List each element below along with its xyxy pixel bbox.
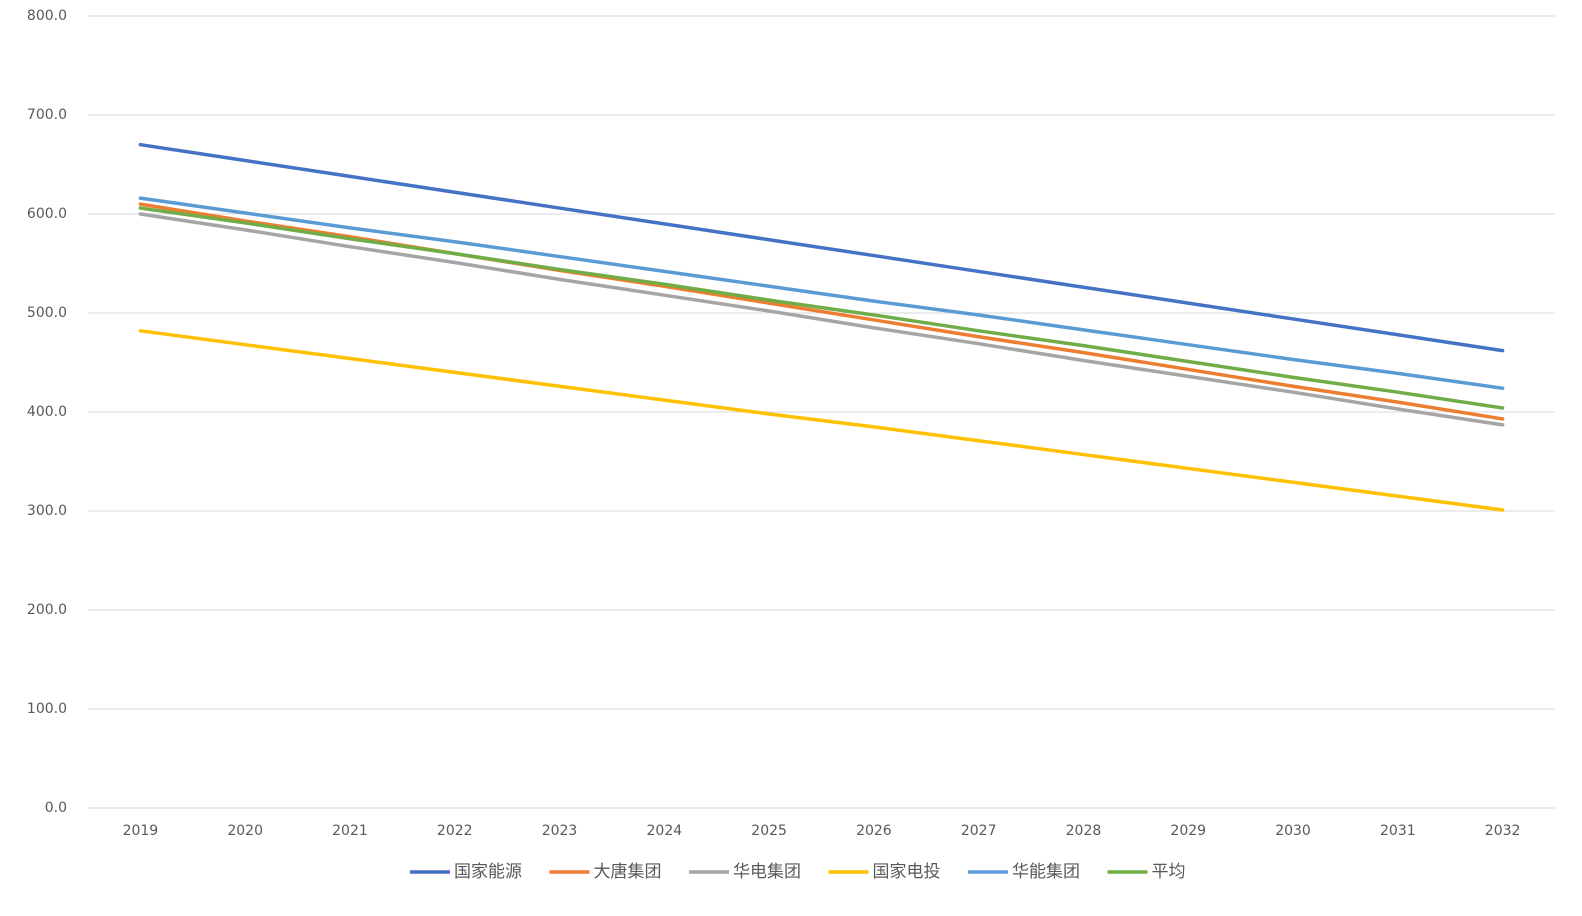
y-tick-label: 600.0 [27,206,67,222]
y-tick-label: 200.0 [27,602,67,618]
x-tick-label: 2023 [542,823,578,839]
series-line [138,212,1505,427]
series-line [138,329,1505,512]
x-tick-label: 2026 [856,823,892,839]
legend-label: 平均 [1152,862,1186,882]
y-tick-label: 700.0 [27,107,67,123]
y-tick-label: 500.0 [27,305,67,321]
y-tick-label: 800.0 [27,8,67,24]
x-tick-label: 2031 [1380,823,1416,839]
x-tick-label: 2030 [1275,823,1311,839]
x-tick-label: 2027 [961,823,997,839]
x-tick-label: 2029 [1170,823,1206,839]
series-line [138,206,1505,410]
x-tick-label: 2021 [332,823,368,839]
y-tick-label: 400.0 [27,404,67,420]
y-tick-label: 100.0 [27,701,67,717]
x-tick-label: 2032 [1485,823,1521,839]
x-tick-label: 2020 [227,823,263,839]
x-tick-label: 2025 [751,823,787,839]
legend-label: 华能集团 [1012,862,1080,882]
y-tick-label: 300.0 [27,503,67,519]
x-tick-label: 2028 [1066,823,1102,839]
legend-label: 国家能源 [454,862,522,882]
series-line [138,142,1505,353]
x-tick-label: 2024 [647,823,683,839]
x-tick-label: 2019 [123,823,159,839]
legend-label: 华电集团 [733,862,801,882]
y-tick-label: 0.0 [45,800,67,816]
series-line [138,196,1505,390]
legend-label: 大唐集团 [594,861,662,882]
x-tick-label: 2022 [437,823,473,839]
legend-label: 国家电投 [873,862,941,882]
